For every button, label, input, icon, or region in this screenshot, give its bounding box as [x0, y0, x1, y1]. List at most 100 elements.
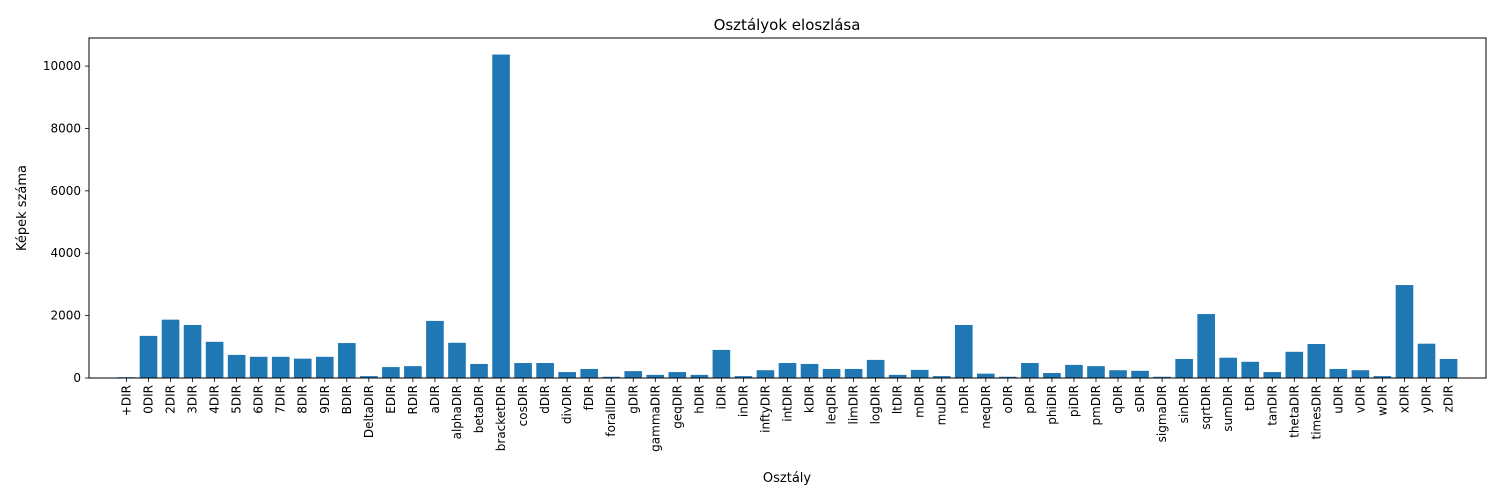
x-tick-label: sumDIR	[1221, 385, 1235, 432]
y-tick-label: 6000	[50, 184, 81, 198]
y-tick-label: 8000	[50, 121, 81, 135]
bar-oDIR	[999, 376, 1017, 378]
bar-alphaDIR	[448, 342, 466, 378]
bar-dDIR	[536, 363, 554, 378]
x-tick-label: 9DIR	[318, 385, 332, 414]
x-tick-label: 5DIR	[230, 385, 244, 414]
x-tick-label: pmDIR	[1089, 385, 1103, 425]
bar-tanDIR	[1263, 372, 1282, 378]
bar-sDIR	[1131, 370, 1149, 378]
bar-thetaDIR	[1285, 351, 1304, 378]
bar-cosDIR	[514, 363, 532, 378]
x-tick-label: xDIR	[1397, 385, 1411, 413]
x-tick-label: pDIR	[1023, 385, 1037, 414]
x-tick-label: iDIR	[714, 385, 728, 409]
bar-muDIR	[932, 376, 951, 378]
x-tick-label: muDIR	[935, 385, 949, 425]
bar-3DIR	[183, 324, 202, 378]
bar-sigmaDIR	[1153, 376, 1171, 378]
x-tick-label: vDIR	[1353, 385, 1367, 413]
bar-wDIR	[1373, 376, 1392, 378]
x-tick-label: alphaDIR	[450, 385, 464, 439]
bar-logDIR	[866, 359, 885, 378]
bar-DeltaDIR	[360, 376, 378, 378]
bar-uDIR	[1329, 368, 1348, 378]
x-tick-label: 4DIR	[208, 385, 222, 414]
x-tick-label: 2DIR	[164, 385, 178, 414]
bar-9DIR	[315, 356, 334, 378]
bar-7DIR	[271, 356, 290, 378]
x-tick-label: +DIR	[119, 385, 133, 416]
x-tick-label: thetaDIR	[1287, 385, 1301, 438]
x-tick-label: inftyDIR	[758, 385, 772, 433]
x-tick-label: gammaDIR	[648, 385, 662, 452]
x-tick-label: geqDIR	[670, 385, 684, 429]
bar-yDIR	[1417, 343, 1436, 378]
x-tick-label: phiDIR	[1045, 385, 1059, 425]
bar-8DIR	[293, 358, 312, 378]
bar-vDIR	[1351, 370, 1370, 378]
bar-aDIR	[426, 320, 444, 378]
x-tick-label: neqDIR	[979, 385, 993, 429]
x-tick-label: dDIR	[538, 385, 552, 414]
x-tick-label: piDIR	[1067, 385, 1081, 417]
bar-zDIR	[1439, 358, 1458, 378]
x-tick-label: cosDIR	[516, 385, 530, 426]
x-tick-label: hDIR	[692, 385, 706, 414]
x-tick-label: leqDIR	[825, 385, 839, 424]
bar-leqDIR	[822, 368, 841, 378]
plot-frame	[88, 37, 1487, 379]
x-tick-label: logDIR	[869, 385, 883, 424]
x-tick-label: gDIR	[626, 385, 640, 414]
bar-sumDIR	[1219, 357, 1238, 378]
chart-title: Osztályok eloszlása	[714, 16, 861, 34]
bar-bracketDIR	[492, 54, 510, 379]
x-tick-label: 0DIR	[141, 385, 155, 414]
x-tick-label: betaDIR	[472, 385, 486, 433]
bar-0DIR	[139, 335, 158, 378]
bar-inDIR	[734, 376, 753, 378]
bars-group	[117, 54, 1458, 379]
x-tick-label: DeltaDIR	[362, 385, 376, 438]
bar-iDIR	[712, 349, 731, 378]
x-tick-label: timesDIR	[1309, 385, 1323, 439]
x-tick-label: sinDIR	[1177, 385, 1191, 423]
x-tick-label: tanDIR	[1265, 385, 1279, 426]
y-axis: 0 2000 4000 6000 8000 10000	[43, 59, 89, 385]
bar-nDIR	[954, 324, 973, 378]
bar-pmDIR	[1087, 366, 1105, 378]
bar-pDIR	[1021, 363, 1039, 378]
x-tick-label: BDIR	[340, 385, 354, 414]
bar-fDIR	[580, 368, 599, 378]
bar-6DIR	[249, 356, 268, 378]
bar-xDIR	[1395, 285, 1414, 378]
x-tick-label: bracketDIR	[494, 385, 508, 451]
x-tick-label: divDIR	[560, 385, 574, 424]
x-axis: +DIR 0DIR 2DIR 3DIR 4DIR 5DIR 6DIR 7DIR 8DIR 9DIR…	[119, 378, 1456, 452]
y-tick-label: 4000	[50, 246, 81, 260]
bar-geqDIR	[668, 372, 687, 378]
bar-phiDIR	[1043, 373, 1061, 378]
x-tick-label: inDIR	[736, 385, 750, 417]
bar-RDIR	[404, 366, 422, 378]
bar-mDIR	[910, 369, 929, 378]
bar-betaDIR	[470, 363, 488, 378]
x-tick-label: 8DIR	[296, 385, 310, 414]
bar-neqDIR	[976, 373, 995, 378]
bar-5DIR	[227, 354, 246, 378]
bar-ltDIR	[888, 374, 907, 378]
bar-intDIR	[778, 363, 797, 378]
y-axis-label: Képek száma	[15, 165, 30, 251]
y-tick-label: 2000	[50, 309, 81, 323]
x-tick-label: oDIR	[1001, 385, 1015, 413]
bar-4DIR	[205, 341, 224, 378]
bar-sinDIR	[1175, 358, 1193, 378]
x-tick-label: forallDIR	[604, 385, 618, 437]
bar-qDIR	[1109, 370, 1127, 378]
bar-gammaDIR	[646, 374, 665, 378]
x-tick-label: 6DIR	[252, 385, 266, 414]
y-tick-label: 10000	[43, 59, 81, 73]
x-tick-label: limDIR	[847, 385, 861, 424]
bar-kDIR	[800, 363, 819, 378]
